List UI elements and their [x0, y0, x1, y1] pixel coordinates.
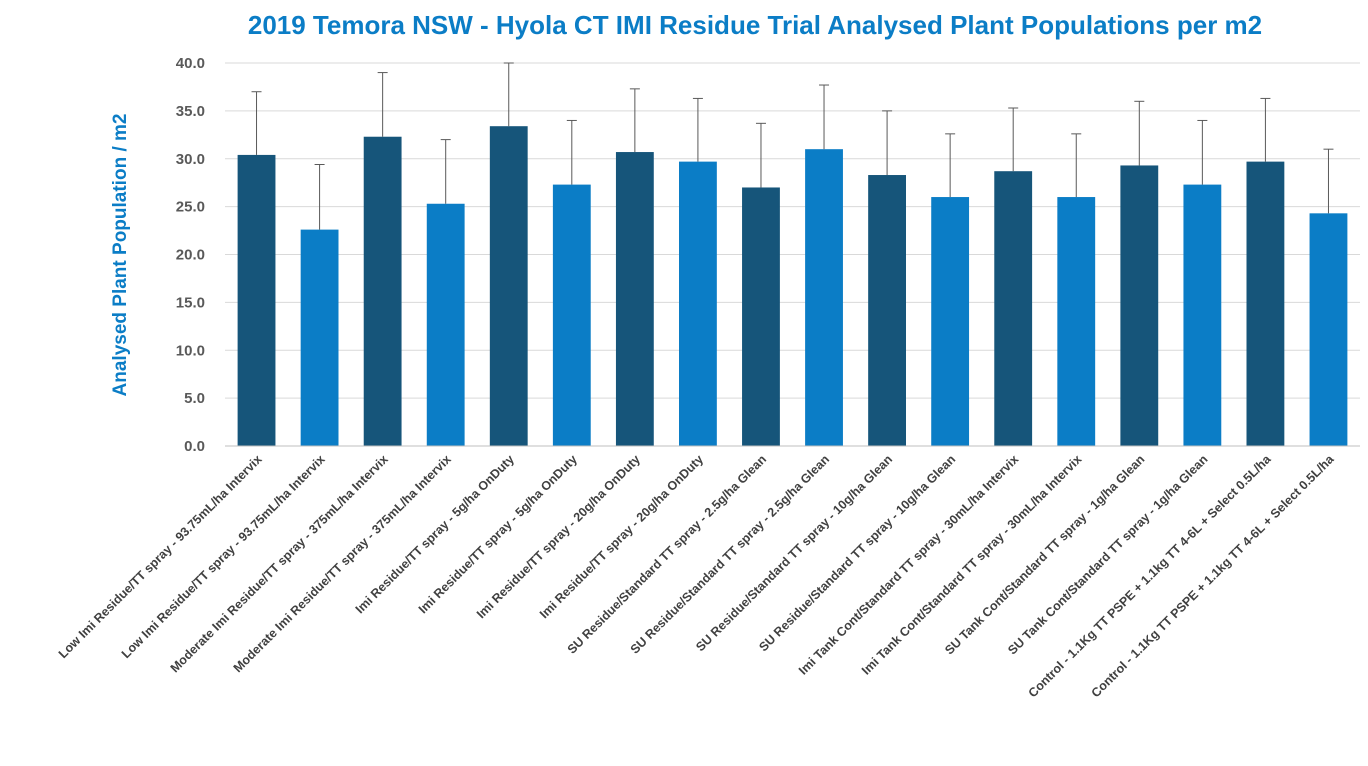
bar [363, 136, 402, 447]
y-tick-label: 0.0 [184, 438, 205, 455]
y-tick-label: 10.0 [176, 342, 205, 359]
x-tick-label: Control - 1.1Kg TT PSPE + 1.1kg TT 4-6L … [1089, 451, 1338, 700]
bar [489, 126, 528, 446]
x-tick-label: Low Imi Residue/TT spray - 93.75mL/ha In… [56, 452, 265, 661]
bar [426, 203, 465, 446]
y-tick-label: 40.0 [176, 55, 205, 72]
x-tick-label: Moderate Imi Residue/TT spray - 375mL/ha… [168, 452, 391, 675]
chart-title: 2019 Temora NSW - Hyola CT IMI Residue T… [248, 10, 1262, 40]
error-bar [1071, 133, 1082, 198]
error-bar [629, 88, 640, 153]
bar [1309, 213, 1348, 446]
error-bars [251, 62, 1334, 230]
bars [237, 126, 1348, 447]
y-tick-label: 5.0 [184, 390, 205, 407]
error-bar [1008, 107, 1019, 172]
gridlines [225, 62, 1360, 399]
x-tick-label: Imi Tank Cont/Standard TT spray - 30mL/h… [796, 452, 1021, 677]
bar [615, 152, 654, 447]
bar [237, 154, 276, 447]
y-tick-label: 25.0 [176, 199, 205, 216]
error-bar [314, 163, 325, 230]
error-bar [1197, 119, 1208, 185]
error-bar [1260, 97, 1271, 162]
bar [1246, 161, 1285, 446]
y-tick-label: 15.0 [176, 294, 205, 311]
x-tick-label: Control - 1.1Kg TT PSPE + 1.1kg TT 4-6L … [1026, 451, 1275, 700]
error-bar [440, 139, 451, 204]
bar [931, 197, 970, 446]
bar [1183, 184, 1222, 447]
bar [742, 187, 780, 446]
y-tick-label: 20.0 [176, 247, 205, 264]
bar [1120, 165, 1159, 446]
error-bar [251, 91, 262, 155]
y-tick-label: 30.0 [176, 151, 205, 168]
error-bar [1323, 148, 1334, 214]
category-labels: Low Imi Residue/TT spray - 93.75mL/ha In… [56, 451, 1338, 700]
bar [300, 229, 339, 446]
y-axis-label: Analysed Plant Population / m2 [110, 114, 131, 397]
y-tick-label: 35.0 [176, 103, 205, 120]
bar [679, 161, 717, 446]
bar [552, 184, 591, 447]
error-bar [1134, 100, 1145, 166]
error-bar [692, 97, 703, 162]
x-tick-label: Imi Tank Cont/Standard TT spray - 30mL/h… [859, 452, 1084, 677]
error-bar [503, 62, 514, 127]
error-bar [819, 84, 830, 150]
bar [805, 149, 843, 447]
error-bar [377, 72, 388, 137]
error-bar [882, 110, 893, 176]
y-axis-ticks: 0.0 5.0 10.0 15.0 20.0 25.0 30.0 35.0 40.0 [176, 55, 205, 455]
bar [994, 171, 1033, 446]
bar [868, 175, 906, 446]
error-bar [755, 122, 766, 188]
error-bar [566, 119, 577, 185]
error-bar [945, 133, 956, 198]
x-tick-label: Moderate Imi Residue/TT spray - 375mL/ha… [231, 452, 454, 675]
bar [1057, 197, 1096, 446]
